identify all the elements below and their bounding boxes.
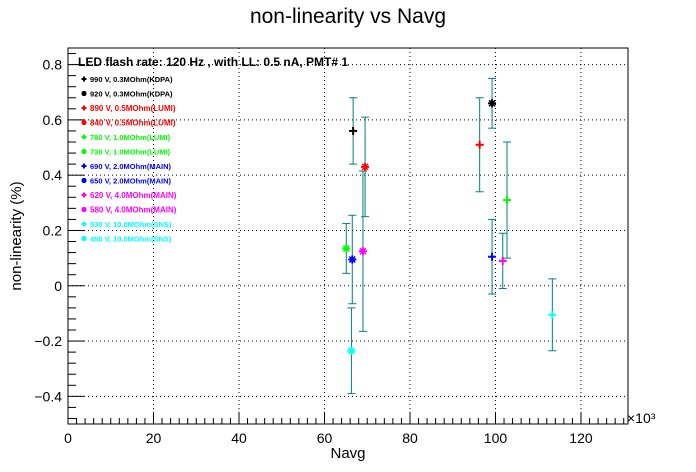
y-tick-label: 0.4 <box>43 167 63 183</box>
legend-label: 840 V, 0.5MOhm(LUMI) <box>90 119 176 128</box>
legend-label: 780 V, 1.0MOhm(LUMI) <box>90 133 171 142</box>
legend-label: 530 V, 10.0MOhm(SNS) <box>90 220 172 229</box>
data-point <box>342 244 351 253</box>
legend-marker <box>81 120 87 125</box>
y-tick-labels: −0.4 −0.2 0 0.2 0.4 0.6 0.8 <box>34 57 62 405</box>
data-point <box>358 247 367 256</box>
y-tick-label: −0.4 <box>34 388 62 404</box>
data-point <box>498 256 507 265</box>
legend-marker <box>81 105 87 111</box>
legend-marker <box>81 192 87 198</box>
data-point-d2 <box>361 163 369 171</box>
legend-marker-d2 <box>81 149 87 154</box>
legend-marker <box>81 178 87 183</box>
legend-marker <box>81 134 87 140</box>
x-tick-label: 0 <box>64 430 72 446</box>
legend-label: 620 V, 4.0MOhm(MAIN) <box>90 191 177 200</box>
data-point-d2 <box>348 255 356 264</box>
data-point <box>475 140 484 149</box>
y-tick-label: −0.2 <box>34 333 62 349</box>
legend: LED flash rate: 120 Hz , with LL: 0.5 nA… <box>78 55 348 244</box>
legend-items: 990 V, 0.3MOhm(KDPA) 920 V, 0.3MOhm(KDPA)… <box>81 75 177 244</box>
legend-label: 690 V, 2.0MOhm(MAIN) <box>90 162 171 171</box>
legend-marker <box>81 221 87 227</box>
legend-marker <box>81 207 87 212</box>
data-point <box>348 255 357 264</box>
y-tick-label: 0.8 <box>43 57 63 73</box>
legend-marker-d2 <box>81 91 87 96</box>
data-point <box>488 99 497 108</box>
y-tick-label: 0.2 <box>43 222 63 238</box>
data-markers <box>342 99 557 355</box>
data-point-d2 <box>359 247 367 255</box>
legend-header: LED flash rate: 120 Hz , with LL: 0.5 nA… <box>78 55 348 69</box>
legend-marker <box>81 163 87 169</box>
y-axis-label: non-linearity (%) <box>8 181 25 290</box>
x-axis-label: Navg <box>330 445 365 462</box>
x-tick-label: 20 <box>146 430 162 446</box>
x-tick-label: 60 <box>317 430 333 446</box>
legend-label: 650 V, 2.0MOhm(MAIN) <box>90 177 171 186</box>
data-point <box>548 310 557 319</box>
plot-area <box>67 47 629 425</box>
legend-marker <box>81 149 87 154</box>
plot-frame <box>67 47 629 425</box>
legend-label: 990 V, 0.3MOhm(KDPA) <box>90 75 173 84</box>
legend-label: 890 V, 0.5MOhm(LUMI) <box>90 104 176 113</box>
legend-marker-d2 <box>81 236 87 241</box>
legend-marker <box>81 76 87 82</box>
legend-label: 480 V, 10.0MOhm(SNS) <box>90 235 172 244</box>
x-tick-label: 120 <box>569 430 593 446</box>
data-point-d2 <box>488 99 496 107</box>
x-tick-label: 40 <box>231 430 247 446</box>
data-point-d2 <box>342 244 350 252</box>
legend-label: 580 V, 4.0MOhm(MAIN) <box>90 206 177 215</box>
legend-marker-d2 <box>81 120 87 125</box>
x-multiplier-label: ×10³ <box>627 410 656 426</box>
x-tick-labels: 0 20 40 60 80 100 120 <box>64 430 593 446</box>
legend-marker <box>81 236 87 241</box>
data-point <box>488 252 497 261</box>
data-point <box>503 196 512 205</box>
y-tick-label: 0.6 <box>43 112 63 128</box>
data-point <box>349 126 358 135</box>
axis-ticks <box>67 53 625 424</box>
x-tick-label: 80 <box>402 430 418 446</box>
data-point <box>361 162 370 171</box>
x-tick-label: 100 <box>484 430 508 446</box>
legend-marker <box>81 91 87 96</box>
data-point-d2 <box>347 347 355 355</box>
legend-marker-d2 <box>81 178 87 183</box>
legend-label: 730 V, 1.0MOhm(LUMI) <box>90 148 171 157</box>
data-point <box>347 346 356 355</box>
chart-title: non-linearity vs Navg <box>250 5 446 28</box>
legend-marker-d2 <box>81 207 87 212</box>
legend-label: 920 V, 0.3MOhm(KDPA) <box>90 90 173 99</box>
y-tick-label: 0 <box>54 278 62 294</box>
grid-lines <box>68 48 628 424</box>
